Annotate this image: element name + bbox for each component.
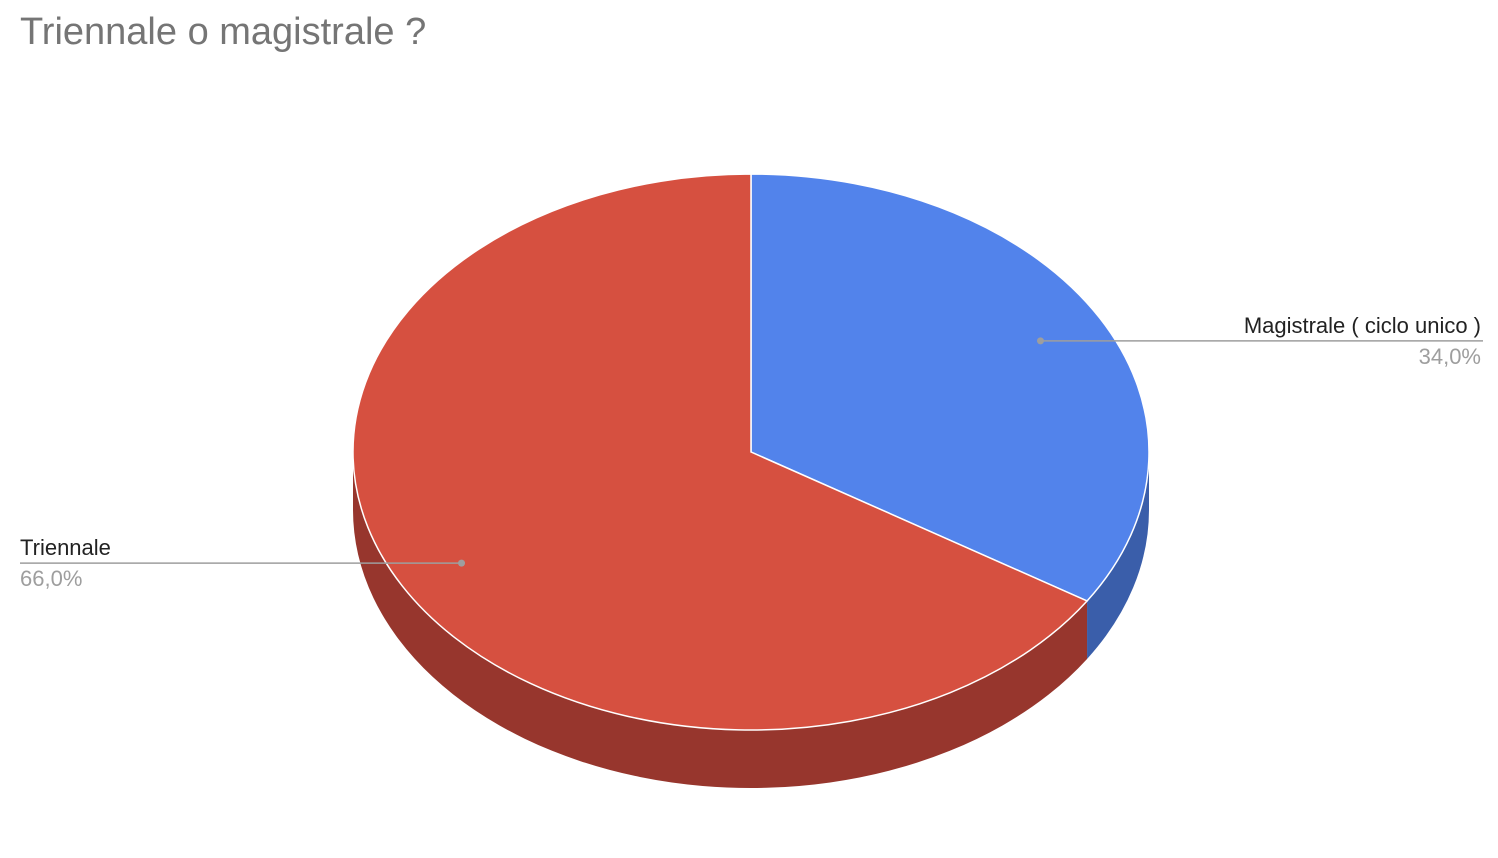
chart-title: Triennale o magistrale ? (20, 11, 426, 53)
leader-dot-magistrale-ciclo-unico (1036, 337, 1044, 345)
pie-slice-side-magistrale-ciclo-unico (1087, 452, 1149, 659)
slice-percent-triennale: 66,0% (20, 566, 82, 591)
leader-dot-triennale (458, 559, 466, 567)
pie-depth-layer (353, 452, 1149, 788)
pie-slice-magistrale-ciclo-unico[interactable] (750, 173, 1150, 602)
slice-label-magistrale-ciclo-unico: Magistrale ( ciclo unico ) (1244, 313, 1481, 338)
pie-labels-layer: Magistrale ( ciclo unico ) 34,0% Triennale… (20, 313, 1483, 591)
pie-slice-side-triennale (353, 452, 1088, 788)
pie-top-layer (352, 173, 1150, 731)
slice-label-triennale: Triennale (20, 535, 111, 560)
pie-slice-triennale[interactable] (352, 173, 1089, 731)
slice-percent-magistrale-ciclo-unico: 34,0% (1419, 344, 1481, 369)
